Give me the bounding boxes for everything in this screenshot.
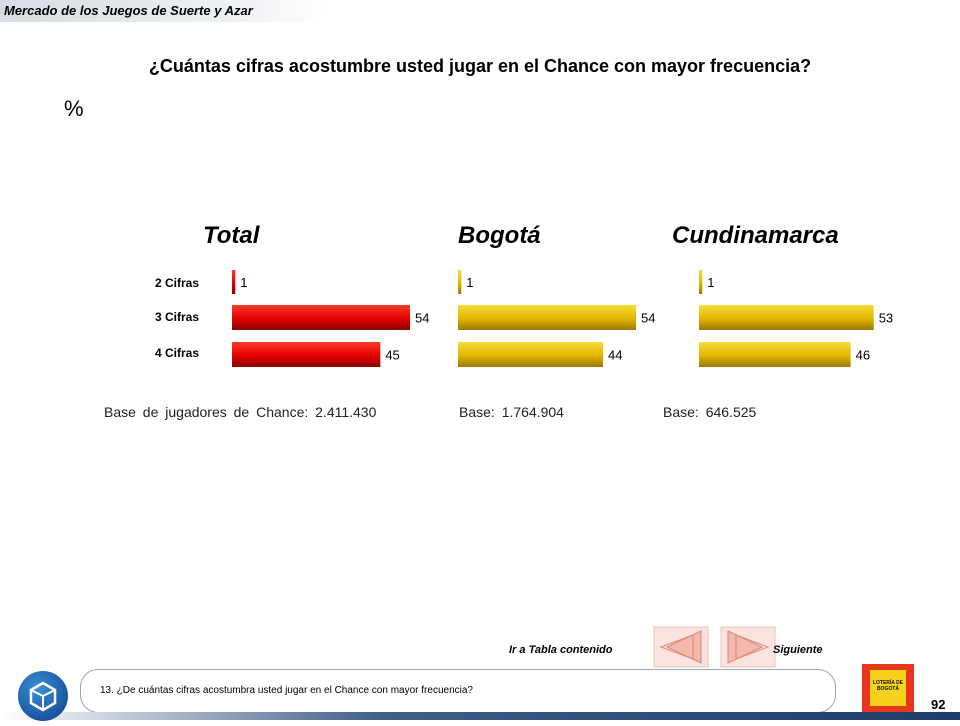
bar-cundinamarca-4-cifras bbox=[699, 342, 851, 367]
data-label-bogota-3-cifras: 54 bbox=[641, 311, 655, 326]
bar-total-4-cifras bbox=[232, 342, 381, 367]
bar-cundinamarca-3-cifras bbox=[699, 305, 874, 330]
chart-title-cundinamarca: Cundinamarca bbox=[672, 222, 839, 249]
loteria-logo: LOTERÍA DE BOGOTÁ bbox=[862, 664, 914, 712]
back-arrow-button[interactable] bbox=[653, 626, 709, 668]
data-label-total-2-cifras: 1 bbox=[240, 275, 247, 290]
next-link[interactable]: Siguiente bbox=[773, 644, 823, 656]
back-to-contents-link[interactable]: Ir a Tabla contenido bbox=[509, 644, 613, 656]
data-label-cundinamarca-2-cifras: 1 bbox=[707, 275, 714, 290]
data-label-cundinamarca-3-cifras: 53 bbox=[879, 311, 893, 326]
chart-title-total: Total bbox=[203, 222, 260, 249]
data-label-bogota-2-cifras: 1 bbox=[466, 275, 473, 290]
bar-cundinamarca-2-cifras bbox=[699, 270, 703, 294]
unit-label: % bbox=[64, 96, 84, 121]
page-number: 92 bbox=[931, 697, 946, 712]
category-label-2-cifras: 2 Cifras bbox=[155, 276, 200, 290]
category-label-3-cifras: 3 Cifras bbox=[155, 310, 200, 324]
bottom-bar bbox=[0, 712, 960, 720]
data-label-bogota-4-cifras: 44 bbox=[608, 348, 622, 363]
base-cundinamarca: Base: 646.525 bbox=[663, 404, 757, 420]
bar-total-2-cifras bbox=[232, 270, 236, 294]
loteria-logo-text: LOTERÍA DE BOGOTÁ bbox=[870, 670, 906, 706]
data-label-cundinamarca-4-cifras: 46 bbox=[856, 348, 870, 363]
company-logo-icon bbox=[18, 671, 68, 721]
bar-total-3-cifras bbox=[232, 305, 410, 330]
base-bogota: Base: 1.764.904 bbox=[459, 404, 564, 420]
next-arrow-button[interactable] bbox=[720, 626, 776, 668]
category-label-4-cifras: 4 Cifras bbox=[155, 346, 200, 360]
base-total: Base de jugadores de Chance: 2.411.430 bbox=[104, 404, 377, 420]
footnote-box bbox=[80, 669, 836, 713]
data-label-total-4-cifras: 45 bbox=[385, 348, 399, 363]
header-title: Mercado de los Juegos de Suerte y Azar bbox=[4, 3, 253, 18]
bar-bogota-3-cifras bbox=[458, 305, 636, 330]
question-title: ¿Cuántas cifras acostumbre usted jugar e… bbox=[148, 56, 812, 76]
bar-bogota-2-cifras bbox=[458, 270, 462, 294]
footnote-text: 13. ¿De cuántas cifras acostumbra usted … bbox=[100, 685, 473, 696]
data-label-total-3-cifras: 54 bbox=[415, 311, 429, 326]
header-tab bbox=[0, 0, 330, 22]
chart-title-bogota: Bogotá bbox=[458, 222, 541, 249]
bar-bogota-4-cifras bbox=[458, 342, 604, 367]
